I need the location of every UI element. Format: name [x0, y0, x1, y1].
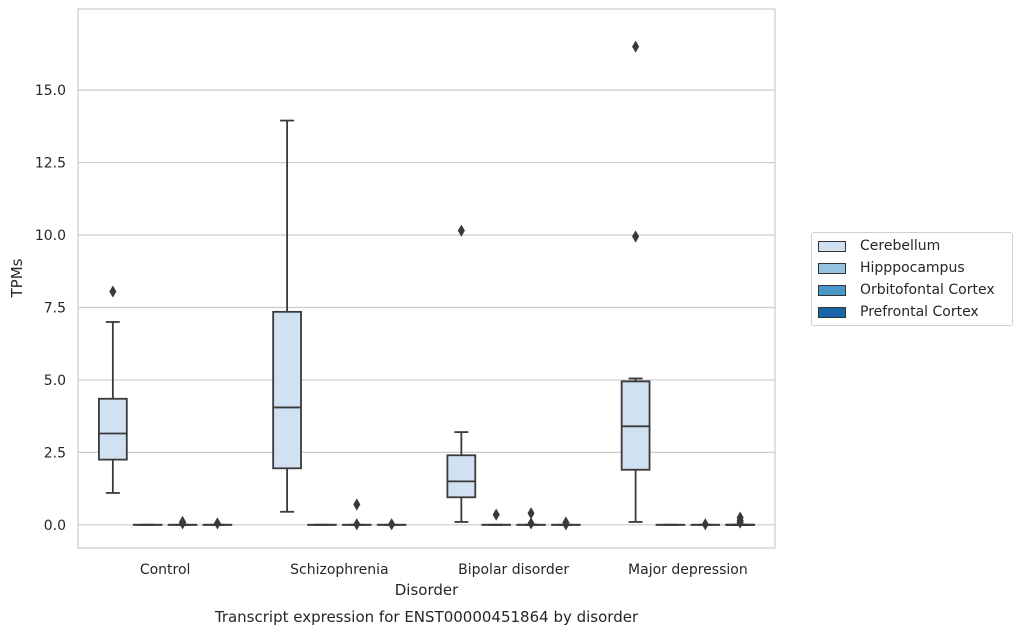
legend-item-prefrontal-cortex: Prefrontal Cortex [818, 302, 979, 322]
y-tick-label: 0.0 [44, 518, 66, 534]
y-tick-label: 10.0 [35, 228, 66, 244]
legend-label: Cerebellum [860, 238, 941, 254]
x-axis-title: Disorder [395, 581, 459, 599]
box-cerebellum [620, 377, 651, 523]
x-axis-ticks: Control Schizophrenia Bipolar disorder Majo… [140, 562, 748, 578]
box-cerebellum [446, 431, 477, 523]
outlier-point [632, 40, 640, 53]
y-tick-label: 7.5 [44, 300, 66, 316]
outlier-point [701, 518, 709, 531]
legend: Cerebellum Hipppocampus Orbitofontal Cor… [811, 232, 1013, 326]
legend-swatch-hippocampus [818, 262, 846, 274]
outlier-point [109, 285, 117, 298]
outlier-point [353, 518, 361, 531]
y-axis-ticks: 0.0 2.5 5.0 7.5 10.0 12.5 15.0 [35, 83, 66, 534]
box-cerebellum [98, 321, 128, 494]
plot-area-frame [77, 8, 776, 549]
box-body [272, 310, 302, 470]
box-body [446, 454, 477, 499]
x-tick-label: Control [140, 562, 191, 578]
legend-item-orbitofrontal-cortex: Orbitofontal Cortex [818, 280, 995, 300]
legend-item-cerebellum: Cerebellum [818, 236, 940, 256]
legend-item-hippocampus: Hipppocampus [818, 258, 965, 278]
legend-label: Prefrontal Cortex [860, 304, 979, 320]
legend-label: Hipppocampus [860, 260, 965, 276]
box-body [98, 397, 128, 461]
x-tick-label: Schizophrenia [290, 562, 388, 578]
outlier-point [632, 230, 640, 243]
outlier-point [736, 516, 744, 529]
y-tick-label: 5.0 [44, 373, 66, 389]
outlier-point [492, 508, 500, 521]
y-axis-title: TPMs [8, 258, 26, 298]
x-tick-label: Major depression [628, 562, 748, 578]
box-cerebellum [272, 119, 302, 513]
outlier-point [527, 507, 535, 520]
legend-swatch-orbitofrontal-cortex [818, 284, 846, 296]
y-tick-label: 12.5 [35, 156, 66, 172]
legend-swatch-cerebellum [818, 240, 846, 252]
legend-swatch-prefrontal-cortex [818, 306, 846, 318]
outlier-point [457, 224, 465, 237]
y-tick-label: 2.5 [44, 445, 66, 461]
gridlines [78, 89, 775, 526]
outlier-point [527, 517, 535, 530]
y-tick-label: 15.0 [35, 83, 66, 99]
outliers [109, 40, 744, 531]
outlier-point [388, 518, 396, 531]
x-tick-label: Bipolar disorder [458, 562, 569, 578]
outlier-point [213, 517, 221, 530]
legend-label: Orbitofontal Cortex [860, 282, 995, 298]
box-series [98, 119, 755, 526]
chart-title: Transcript expression for ENST0000045186… [214, 608, 639, 626]
outlier-point [562, 518, 570, 531]
outlier-point [353, 498, 361, 511]
outlier-point [179, 517, 187, 530]
